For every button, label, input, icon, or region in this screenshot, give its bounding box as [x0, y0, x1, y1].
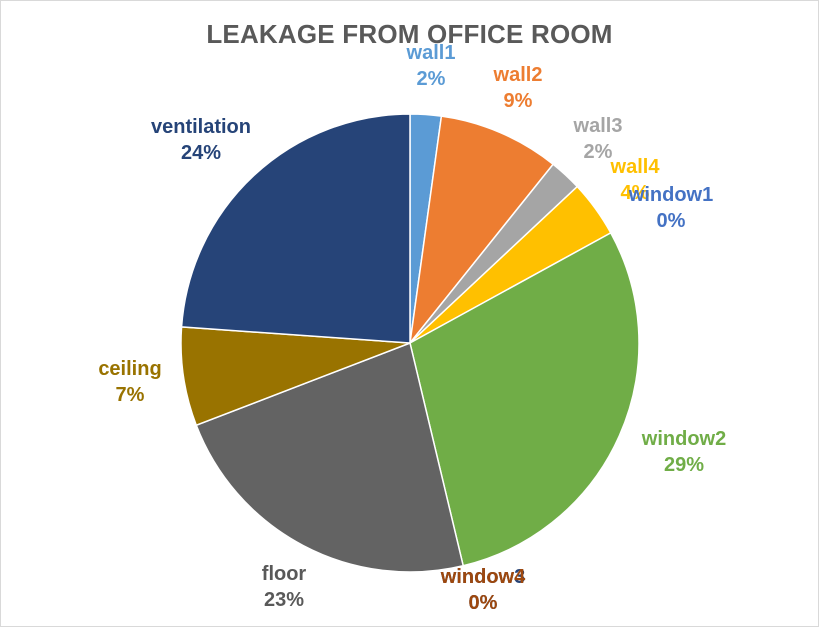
data-label-name: ceiling	[98, 358, 161, 380]
data-label-window3: window3 0%	[440, 566, 525, 614]
chart-title: LEAKAGE FROM OFFICE ROOM	[206, 19, 613, 49]
data-label-percent: 29%	[664, 454, 704, 476]
data-label-name: wall3	[573, 115, 623, 137]
data-label-name: window2	[641, 428, 726, 450]
data-label-name: wall4	[610, 156, 661, 178]
data-label-window1: window1 0%	[628, 184, 713, 232]
data-label-ventilation: ventilation 24%	[151, 116, 251, 164]
data-label-wall2: wall2 9%	[493, 64, 543, 112]
data-label-window2: window2 29%	[641, 428, 726, 476]
data-label-percent: 2%	[417, 68, 446, 90]
data-label-wall3: wall3 2%	[573, 115, 623, 163]
data-label-percent: 0%	[469, 592, 498, 614]
data-label-name: window4	[440, 566, 526, 588]
data-label-percent: 2%	[584, 141, 613, 163]
data-label-name: wall1	[406, 42, 456, 64]
data-label-percent: 7%	[116, 384, 145, 406]
slice-ventilation	[180, 113, 411, 344]
data-label-name: window1	[628, 184, 713, 206]
data-label-wall4: wall4 4%	[610, 156, 661, 204]
data-label-percent: 0%	[657, 210, 686, 232]
data-label-name: window3	[440, 566, 525, 588]
data-label-window4: window4 0%	[440, 566, 526, 614]
data-label-name: wall2	[493, 64, 543, 86]
data-label-percent: 4%	[621, 182, 650, 204]
slice-wall2	[408, 115, 555, 346]
pie-slices	[180, 113, 640, 573]
data-label-floor: floor 23%	[262, 563, 307, 611]
data-label-percent: 9%	[504, 90, 533, 112]
data-label-name: ventilation	[151, 116, 251, 138]
data-label-percent: 24%	[181, 142, 221, 164]
data-labels: wall1 2% wall2 9%wall3 2%wall4 4%window1 0%win…	[98, 42, 726, 614]
slice-window2	[409, 231, 640, 567]
data-label-name: floor	[262, 563, 307, 585]
data-label-percent: 0%	[469, 592, 498, 614]
data-label-percent: 23%	[264, 589, 304, 611]
data-label-wall1: wall1 2%	[406, 42, 456, 90]
data-label-ceiling: ceiling 7%	[98, 358, 161, 406]
